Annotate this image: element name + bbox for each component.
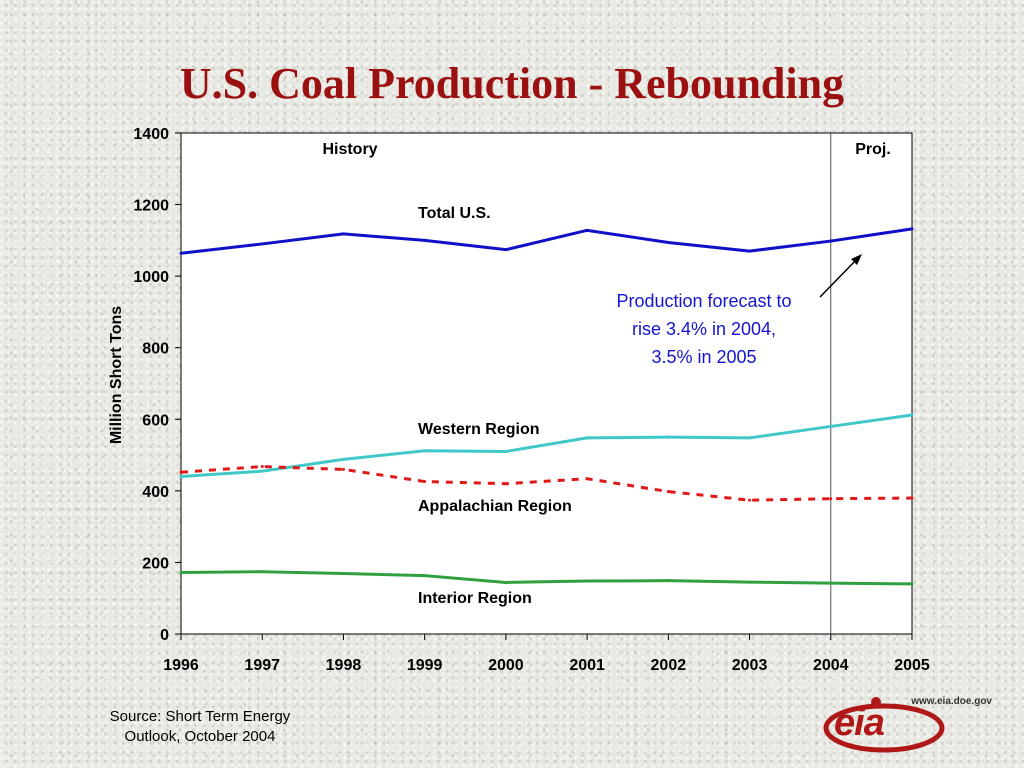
x-tick-label: 2004 — [813, 657, 849, 674]
data-point — [260, 465, 264, 469]
data-point — [748, 498, 752, 502]
data-point — [666, 490, 670, 494]
data-point — [504, 248, 508, 252]
data-point — [260, 570, 264, 574]
series-label-western: Western Region — [418, 421, 540, 438]
data-point — [585, 436, 589, 440]
series-label-appalachian: Appalachian Region — [418, 498, 572, 515]
data-point — [179, 251, 183, 255]
data-point — [829, 497, 833, 501]
x-tick-label: 1996 — [163, 657, 199, 674]
data-point — [910, 227, 914, 231]
y-tick-label: 200 — [142, 555, 169, 572]
data-point — [748, 580, 752, 584]
series-line-1 — [180, 227, 913, 255]
data-point — [666, 579, 670, 583]
source-line-1: Source: Short Term Energy — [109, 708, 291, 725]
data-point — [341, 467, 345, 471]
data-point — [829, 239, 833, 243]
data-point — [341, 232, 345, 236]
series-line-4 — [180, 570, 913, 586]
x-tick-label: 1997 — [244, 657, 280, 674]
x-tick-label: 2002 — [651, 657, 687, 674]
data-point — [829, 424, 833, 428]
y-axis-label: Million Short Tons — [108, 306, 125, 444]
data-point — [666, 435, 670, 439]
y-tick-label: 0 — [160, 627, 169, 644]
y-tick-label: 1200 — [133, 198, 169, 215]
forecast-arrow — [819, 254, 862, 298]
source-line-2: Outlook, October 2004 — [124, 728, 276, 745]
data-point — [260, 242, 264, 246]
data-point — [423, 480, 427, 484]
data-point — [666, 241, 670, 245]
data-point — [748, 436, 752, 440]
forecast-note-line2: rise 3.4% in 2004, — [632, 319, 776, 339]
data-point — [260, 469, 264, 473]
data-point — [423, 574, 427, 578]
series-line-3 — [180, 465, 913, 502]
plot-area — [180, 132, 913, 635]
data-point — [504, 580, 508, 584]
logo-url: www.eia.doe.gov — [911, 696, 992, 707]
logo-text: eia — [834, 702, 885, 744]
x-tick-label: 2005 — [894, 657, 930, 674]
data-point — [179, 475, 183, 479]
proj-label: Proj. — [855, 141, 891, 158]
series-label-interior: Interior Region — [418, 590, 532, 607]
forecast-note-line3: 3.5% in 2005 — [651, 347, 756, 367]
y-tick-label: 400 — [142, 484, 169, 501]
x-tick-label: 2001 — [569, 657, 605, 674]
x-tick-label: 2000 — [488, 657, 524, 674]
data-point — [504, 449, 508, 453]
y-tick-label: 800 — [142, 341, 169, 358]
data-point — [179, 470, 183, 474]
data-point — [423, 449, 427, 453]
series-group — [179, 227, 914, 586]
x-tick-label: 1998 — [326, 657, 362, 674]
data-point — [585, 477, 589, 481]
logo-swoosh-icon — [823, 697, 945, 753]
data-point — [910, 413, 914, 417]
data-point — [910, 496, 914, 500]
slide-title: U.S. Coal Production - Rebounding — [179, 59, 845, 108]
x-tick-label: 2003 — [732, 657, 768, 674]
eia-logo[interactable]: eia www.eia.doe.gov — [822, 692, 992, 756]
source-note: Source: Short Term Energy Outlook, Octob… — [80, 707, 320, 747]
history-label: History — [322, 141, 377, 158]
data-point — [748, 249, 752, 253]
data-point — [179, 570, 183, 574]
y-tick-label: 1400 — [133, 126, 169, 143]
axes: 0 200 400 600 800 1000 1200 1400 1996 1997 1998 199… — [133, 126, 929, 674]
data-point — [585, 228, 589, 232]
data-point — [423, 238, 427, 242]
y-tick-label: 600 — [142, 412, 169, 429]
x-tick-label: 1999 — [407, 657, 443, 674]
data-point — [829, 581, 833, 585]
data-point — [585, 579, 589, 583]
series-line-2 — [180, 413, 913, 479]
series-label-total: Total U.S. — [418, 205, 491, 222]
data-point — [341, 457, 345, 461]
forecast-note-line1: Production forecast to — [616, 291, 791, 311]
data-point — [341, 572, 345, 576]
data-point — [910, 582, 914, 586]
y-tick-label: 1000 — [133, 269, 169, 286]
data-point — [504, 482, 508, 486]
